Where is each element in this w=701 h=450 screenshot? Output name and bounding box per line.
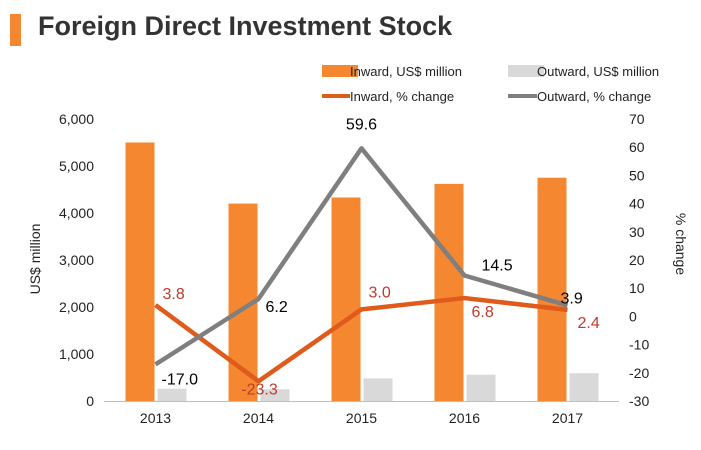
line-data-labels: 3.8 -23.3 3.0 6.8 2.4 -17.0 6.2 59.6 14.5 3.9: [162, 116, 600, 398]
y-tick-label: 2,000: [59, 299, 94, 315]
inward-bar: [125, 142, 155, 401]
y-tick-label: 5,000: [59, 158, 94, 174]
bars: [125, 142, 599, 401]
outward-change-label: 14.5: [482, 258, 513, 275]
y-axis-right-title: % change: [673, 213, 689, 275]
outward-bar: [466, 374, 496, 401]
outward-change-label: 59.6: [346, 116, 377, 133]
inward-change-label: 3.8: [163, 286, 185, 303]
inward-change-label: 6.8: [472, 304, 494, 321]
y2-tick-label: -10: [629, 337, 649, 353]
outward-change-label: 3.9: [561, 290, 583, 307]
title-accent-bar: [10, 14, 21, 46]
y2-tick-label: -30: [629, 393, 649, 409]
y2-tick-label: -20: [629, 365, 649, 381]
legend-label-inward-bar: Inward, US$ million: [350, 64, 462, 79]
y-tick-label: 3,000: [59, 252, 94, 268]
y-axis-right: -30 -20 -10 0 10 20 30 40 50 60 70: [629, 111, 649, 409]
legend-swatch-inward-bar: [322, 65, 358, 77]
lines: [154, 146, 569, 384]
x-tick-label: 2014: [243, 410, 274, 426]
x-tick-label: 2013: [140, 410, 171, 426]
inward-change-label: 2.4: [578, 315, 600, 332]
x-tick-label: 2016: [449, 410, 480, 426]
y-tick-label: 4,000: [59, 205, 94, 221]
outward-change-label: -17.0: [162, 371, 199, 388]
inward-change-line: [154, 295, 568, 384]
page-title: Foreign Direct Investment Stock: [38, 11, 453, 41]
legend-label-outward-bar: Outward, US$ million: [537, 64, 659, 79]
y2-tick-label: 70: [629, 111, 645, 127]
outward-change-line: [154, 146, 569, 367]
y-tick-label: 1,000: [59, 346, 94, 362]
x-tick-label: 2015: [346, 410, 377, 426]
legend-label-inward-line: Inward, % change: [350, 89, 454, 104]
legend: Inward, US$ million Outward, US$ million…: [322, 64, 659, 104]
y-tick-label: 0: [86, 393, 94, 409]
y-axis-left-title: US$ million: [27, 224, 43, 295]
inward-bar: [331, 197, 361, 401]
inward-bar: [537, 177, 567, 401]
y2-tick-label: 20: [629, 252, 645, 268]
outward-change-label: 6.2: [266, 299, 288, 316]
inward-change-label: -23.3: [241, 381, 278, 398]
y-axis-left: 0 1,000 2,000 3,000 4,000 5,000 6,000: [59, 111, 94, 409]
outward-bar: [363, 378, 393, 401]
legend-label-outward-line: Outward, % change: [537, 89, 651, 104]
outward-bar: [260, 389, 290, 401]
y2-tick-label: 40: [629, 196, 645, 212]
x-tick-label: 2017: [552, 410, 583, 426]
y2-tick-label: 30: [629, 224, 645, 240]
outward-bar: [157, 388, 187, 401]
y-tick-label: 6,000: [59, 111, 94, 127]
outward-bar: [569, 373, 599, 401]
y2-tick-label: 50: [629, 167, 645, 183]
y2-tick-label: 10: [629, 280, 645, 296]
y2-tick-label: 60: [629, 139, 645, 155]
y2-tick-label: 0: [629, 308, 637, 324]
inward-change-label: 3.0: [369, 284, 391, 301]
inward-bar: [434, 183, 464, 401]
legend-swatch-outward-bar: [508, 65, 544, 77]
x-axis: 2013 2014 2015 2016 2017: [140, 410, 583, 426]
